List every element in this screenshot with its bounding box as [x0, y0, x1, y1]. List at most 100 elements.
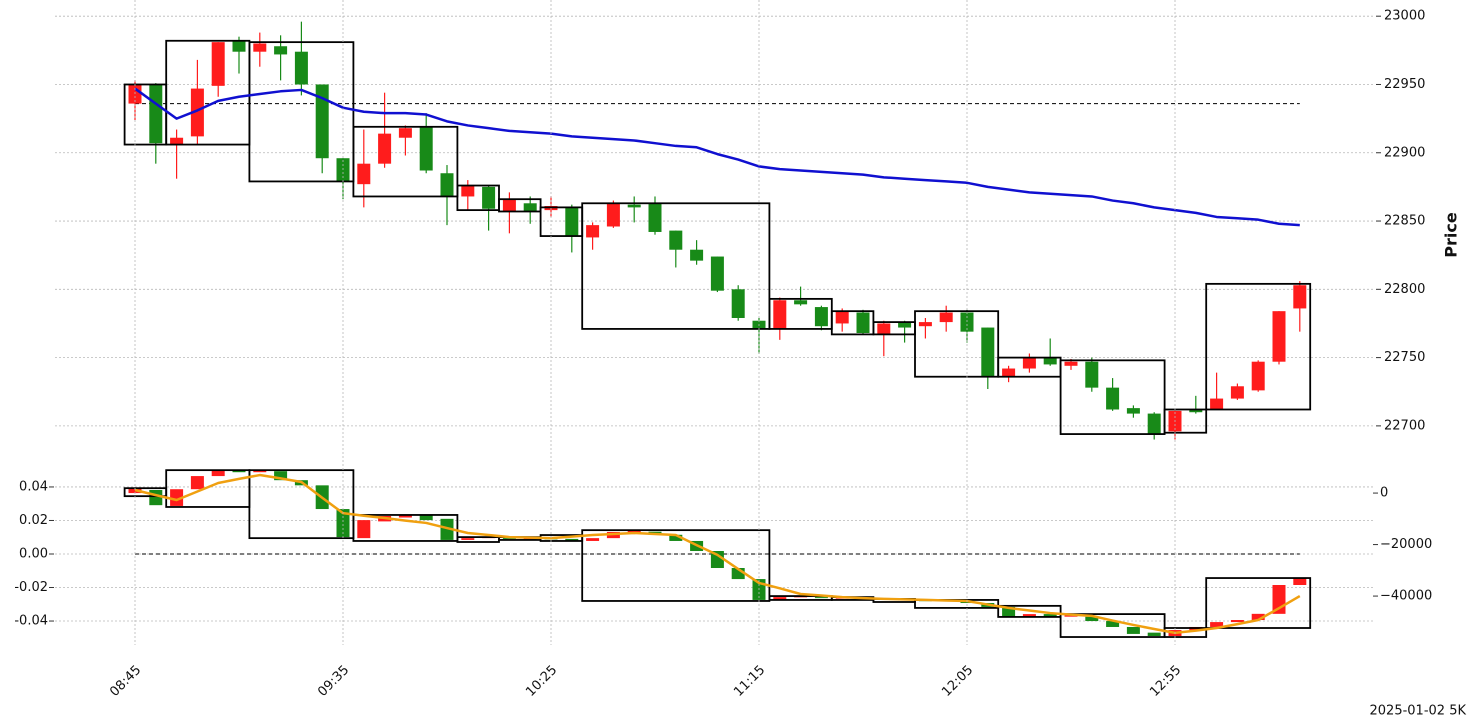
- range-box: [581, 202, 771, 330]
- range-box: [1163, 627, 1208, 638]
- candle-body: [170, 137, 184, 145]
- candle-body: [606, 203, 620, 227]
- candle-body: [565, 207, 579, 237]
- range-box: [248, 41, 355, 183]
- candle-body: [565, 538, 579, 541]
- candle-body: [128, 84, 142, 104]
- candle-body: [440, 173, 454, 197]
- range-box: [165, 39, 251, 146]
- candle-body: [1293, 285, 1307, 309]
- average-line: [134, 473, 1301, 635]
- candle-body: [939, 312, 953, 323]
- candle-body: [253, 43, 267, 52]
- candle-body: [1002, 606, 1016, 617]
- y-tick-label: 0.00: [19, 546, 48, 561]
- candle-body: [981, 327, 995, 377]
- y-tick-label: 23000: [1384, 9, 1425, 24]
- y-tick-label: -0.04: [14, 614, 48, 629]
- candle-body: [648, 203, 662, 232]
- candle-body: [835, 311, 849, 324]
- candle-body: [794, 300, 808, 305]
- y2-tick-label: −40000: [1380, 589, 1432, 604]
- candle-body: [856, 312, 870, 334]
- footer: 2025-01-02 5K: [1370, 704, 1467, 719]
- candle-body: [523, 203, 537, 212]
- y-tick-label: 22750: [1384, 350, 1425, 365]
- y-tick-label: 22800: [1384, 282, 1425, 297]
- candle-body: [461, 538, 475, 540]
- x-tick-label: 12:05: [939, 663, 976, 700]
- range-box: [1205, 577, 1312, 629]
- candle-body: [710, 551, 724, 569]
- range-box: [498, 198, 542, 213]
- x-tick-label: 08:45: [107, 663, 144, 700]
- candle-body: [690, 249, 704, 261]
- candle-body: [1126, 626, 1140, 634]
- range-box: [581, 529, 771, 602]
- candle-body: [1022, 357, 1036, 369]
- candle-body: [1002, 368, 1016, 377]
- candle-body: [1251, 613, 1265, 621]
- candle-body: [1293, 578, 1307, 585]
- candle-body: [1106, 387, 1120, 410]
- candle-body: [814, 597, 828, 599]
- y-tick-label: 0.02: [19, 513, 48, 528]
- candle-body: [1085, 361, 1099, 388]
- range-box: [352, 514, 459, 542]
- candle-body: [1147, 632, 1161, 636]
- candle-body: [294, 51, 308, 85]
- candle-body: [898, 322, 912, 328]
- candle-body: [502, 199, 516, 212]
- y-tick-label: 22850: [1384, 214, 1425, 229]
- candle-body: [232, 470, 246, 473]
- y2-tick-label: −20000: [1380, 537, 1432, 552]
- candle-body: [1147, 413, 1161, 435]
- range-box: [352, 125, 459, 198]
- candle-body: [190, 476, 204, 490]
- y-tick-label: 22700: [1384, 418, 1425, 433]
- candle-body: [1064, 615, 1078, 617]
- candle-body: [336, 509, 350, 538]
- candle-body: [149, 489, 163, 506]
- candle-body: [1106, 621, 1120, 627]
- y-axis-label: Price: [1442, 212, 1461, 258]
- candle-body: [731, 568, 745, 580]
- candle-body: [274, 471, 288, 481]
- candle-body: [814, 307, 828, 327]
- y-tick-label: -0.02: [14, 580, 48, 595]
- candle-body: [274, 46, 288, 55]
- range-box: [1059, 613, 1166, 638]
- candle-body: [960, 312, 974, 332]
- candle-body: [211, 42, 225, 86]
- candle-body: [1210, 622, 1224, 627]
- candle-body: [190, 88, 204, 137]
- y-tick-label: 22900: [1384, 145, 1425, 160]
- candle-body: [1043, 357, 1057, 365]
- candle-body: [669, 534, 683, 541]
- candle-body: [398, 128, 412, 138]
- candle-body: [170, 489, 184, 506]
- x-tick-label: 10:25: [523, 663, 560, 700]
- range-box: [1059, 359, 1166, 435]
- candle-body: [731, 289, 745, 318]
- candle-body: [419, 514, 433, 521]
- range-box: [1163, 408, 1208, 434]
- range-box: [248, 469, 355, 540]
- range-box: [997, 604, 1062, 618]
- candle-body: [315, 84, 329, 159]
- candle-body: [627, 204, 641, 208]
- candle-body: [1085, 616, 1099, 622]
- candle-body: [440, 518, 454, 540]
- candle-body: [710, 256, 724, 291]
- y2-tick-label: 0: [1380, 486, 1388, 501]
- x-tick-label: 09:35: [315, 663, 352, 700]
- candle-body: [586, 538, 600, 541]
- candle-body: [378, 133, 392, 164]
- candle-body: [877, 323, 891, 335]
- candle-body: [253, 470, 267, 473]
- candle-body: [1064, 361, 1078, 366]
- candle-body: [1126, 408, 1140, 414]
- candle-body: [149, 84, 163, 144]
- candle-body: [482, 186, 496, 209]
